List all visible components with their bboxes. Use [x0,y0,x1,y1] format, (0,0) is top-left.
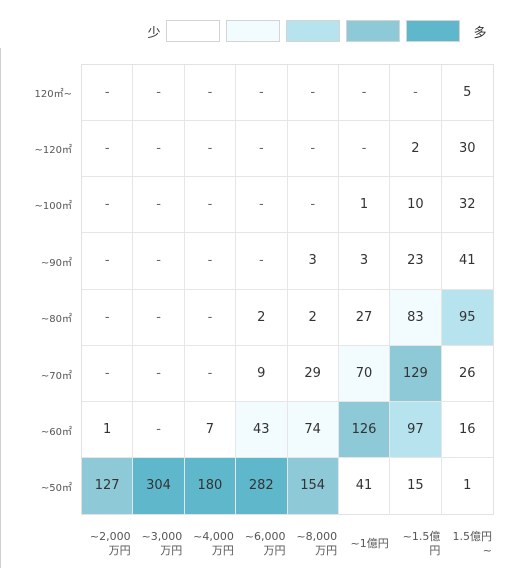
matrix-cell[interactable]: 180 [184,457,237,514]
row-label: ~70㎡ [40,370,72,382]
matrix-cell[interactable]: 127 [82,457,134,514]
column-label: ~1億円 [350,537,389,550]
matrix-cell[interactable]: 5 [441,65,493,122]
matrix-cell[interactable]: 15 [390,457,442,514]
legend-swatch-2 [226,20,280,42]
matrix-cell[interactable]: 95 [441,289,493,346]
row-labels: 120㎡~ ~120㎡ ~100㎡ ~90㎡ ~80㎡ ~70㎡ ~60㎡ ~50㎡ [0,64,74,515]
left-divider [0,48,1,568]
matrix-cell[interactable]: 1 [441,457,493,514]
matrix-cell[interactable]: 154 [287,457,339,514]
matrix-cell[interactable]: 70 [338,345,391,402]
matrix-cell[interactable]: 7 [184,401,237,458]
legend-swatch-4 [346,20,400,42]
matrix-cell[interactable]: 129 [390,345,442,402]
matrix-cell: - [82,121,134,178]
matrix-cell: - [338,65,391,122]
column-label: ~6,000 万円 [244,530,286,557]
matrix-cell[interactable]: 304 [133,457,185,514]
matrix-grid: - - - - - - -5- - - - - -2 30- - - - -1 10 32- - - -3 3 23 41- - -… [81,64,494,515]
matrix-cell[interactable]: 97 [390,401,442,458]
row-label: ~80㎡ [40,314,72,326]
matrix-cell[interactable]: 282 [236,457,288,514]
matrix-cell: - [133,233,185,290]
row-label: ~100㎡ [34,201,72,213]
matrix-cell[interactable]: 1 [338,177,391,234]
matrix-cell: - [184,233,237,290]
matrix-cell[interactable]: 29 [287,345,339,402]
matrix-cell: - [82,345,134,402]
matrix-cell[interactable]: 2 [236,289,288,346]
matrix-cell[interactable]: 83 [390,289,442,346]
matrix-cell[interactable]: 2 [390,121,442,178]
legend-high-label: 多 [473,25,487,41]
matrix-cell[interactable]: 32 [441,177,493,234]
column-label: ~3,000 万円 [141,530,183,557]
matrix-cell: - [287,177,339,234]
matrix-cell[interactable]: 27 [338,289,391,346]
matrix-cell[interactable]: 16 [441,401,493,458]
matrix-cell[interactable]: 126 [338,401,391,458]
matrix-cell: - [236,65,288,122]
matrix-cell: - [133,289,185,346]
row-label: ~90㎡ [40,257,72,269]
matrix-cell[interactable]: 9 [236,345,288,402]
matrix-cell[interactable]: 3 [338,233,391,290]
matrix-cell: - [133,401,185,458]
column-labels: ~2,000 万円 ~3,000 万円 ~4,000 万円 ~6,000 万円 ~8,0… [81,530,494,566]
matrix-cell: - [338,121,391,178]
matrix-cell: - [82,233,134,290]
row-label: ~60㎡ [40,426,72,438]
matrix-cell: - [133,177,185,234]
column-label: ~2,000 万円 [89,530,131,557]
column-label: ~8,000 万円 [296,530,338,557]
legend: 少 多 [142,18,492,44]
matrix-cell: - [133,345,185,402]
matrix-cell: - [133,65,185,122]
column-label: ~4,000 万円 [193,530,234,557]
matrix-cell: - [184,121,237,178]
matrix-cell: - [390,65,442,122]
matrix-cell: - [82,65,134,122]
matrix-cell[interactable]: 74 [287,401,339,458]
row-label: ~50㎡ [40,483,72,495]
matrix-cell: - [184,289,237,346]
matrix-cell[interactable]: 1 [82,401,134,458]
matrix-cell: - [133,121,185,178]
matrix-cell: - [236,177,288,234]
matrix-cell[interactable]: 3 [287,233,339,290]
matrix-cell[interactable]: 41 [441,233,493,290]
matrix-cell[interactable]: 10 [390,177,442,234]
matrix-cell[interactable]: 41 [338,457,391,514]
matrix-cell: - [184,345,237,402]
matrix-cell: - [236,121,288,178]
legend-swatch-1 [166,20,220,42]
matrix-cell: - [236,233,288,290]
row-label: 120㎡~ [34,88,72,100]
matrix-cell[interactable]: 23 [390,233,442,290]
matrix-cell: - [82,177,134,234]
matrix-cell: - [287,121,339,178]
matrix-cell[interactable]: 2 [287,289,339,346]
column-label: 1.5億円 ~ [452,530,493,557]
matrix-cell[interactable]: 43 [236,401,288,458]
matrix-cell: - [184,65,237,122]
legend-swatch-5 [406,20,460,42]
matrix-cell: - [287,65,339,122]
matrix-cell[interactable]: 30 [441,121,493,178]
legend-swatch-3 [286,20,340,42]
legend-low-label: 少 [147,25,161,41]
column-label: ~1.5億 円 [402,530,441,557]
row-label: ~120㎡ [34,145,72,157]
matrix-cell[interactable]: 26 [441,345,493,402]
matrix-cell: - [82,289,134,346]
matrix-cell: - [184,177,237,234]
